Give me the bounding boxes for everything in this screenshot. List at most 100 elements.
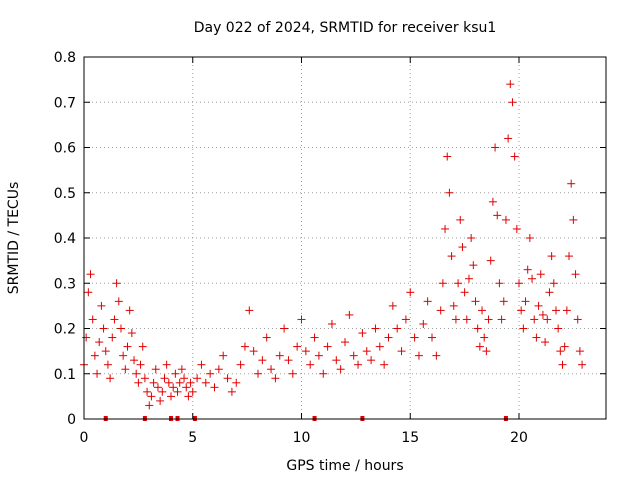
data-point [445,188,454,197]
data-point [310,333,319,342]
data-point [93,369,102,378]
x-tick-label: 5 [188,430,197,446]
data-point [501,215,510,224]
chart-title: Day 022 of 2024, SRMTID for receiver ksu… [194,20,497,36]
data-point [293,342,302,351]
data-point [375,342,384,351]
data-point [488,197,497,206]
data-point [101,347,110,356]
data-point [508,98,517,107]
data-point [554,324,563,333]
data-point [493,211,502,220]
x-tick-label: 15 [401,430,419,446]
data-point [569,215,578,224]
data-point [108,333,117,342]
data-point [432,351,441,360]
data-points [80,80,587,410]
data-point [197,360,206,369]
data-point [428,333,436,342]
y-tick-label: 0.4 [54,231,76,247]
data-point [132,369,141,378]
data-point [380,360,389,369]
data-point [288,369,297,378]
data-point [528,274,537,283]
data-point [97,301,106,310]
data-point [567,179,576,188]
data-point [549,279,558,288]
data-point [484,315,493,324]
y-tick-label: 0.3 [54,276,76,292]
x-tick-label: 0 [80,430,89,446]
data-point [271,374,280,383]
data-point [456,215,465,224]
data-point [110,315,119,324]
x-tick-label: 10 [293,430,311,446]
data-point [84,288,93,297]
data-point [262,333,271,342]
data-point [556,347,565,356]
data-point [153,383,162,392]
data-point [136,360,145,369]
data-point [499,297,508,306]
data-point [393,324,402,333]
data-point [99,324,108,333]
data-point [423,297,432,306]
data-point [219,351,228,360]
data-point [449,301,458,310]
y-tick-label: 0.5 [54,186,76,202]
data-point [460,288,469,297]
data-point [358,329,367,338]
data-point [106,374,115,383]
data-point [551,306,560,315]
data-point [175,378,184,387]
data-point [145,401,154,410]
data-point [103,360,112,369]
data-point [301,347,310,356]
data-point [532,333,541,342]
data-point [227,387,236,396]
data-point [458,243,467,252]
data-point [467,234,476,242]
data-point [410,333,419,342]
data-point [397,347,406,356]
data-point [327,319,336,328]
data-point [454,279,463,288]
data-point [193,374,202,383]
data-point [443,152,452,161]
data-point [362,347,371,356]
data-point [158,387,167,396]
data-point [345,310,354,319]
data-point [478,306,487,315]
y-tick-label: 0.8 [54,50,76,66]
y-tick-label: 0 [67,412,76,428]
data-point [573,315,582,324]
data-point [558,360,567,369]
data-point [538,310,547,319]
data-point [384,333,393,342]
data-point [169,383,178,392]
data-point [510,152,519,161]
data-point [575,347,584,356]
data-point [480,333,489,342]
y-tick-label: 0.2 [54,322,76,338]
data-point [562,306,571,315]
y-tick-label: 0.6 [54,141,76,157]
data-point [414,351,423,360]
data-point [180,374,189,383]
data-point [504,134,513,143]
data-point [116,324,125,333]
data-point [560,342,569,351]
data-point [451,315,460,324]
data-point [438,279,447,288]
data-point [160,374,169,383]
data-point [151,365,160,374]
data-point [388,301,397,310]
data-point [401,315,410,324]
data-point [245,306,254,315]
data-point [371,324,380,333]
data-point [530,315,539,324]
data-point [206,369,215,378]
data-point [323,342,332,351]
data-point [240,342,249,351]
data-point [536,270,545,279]
